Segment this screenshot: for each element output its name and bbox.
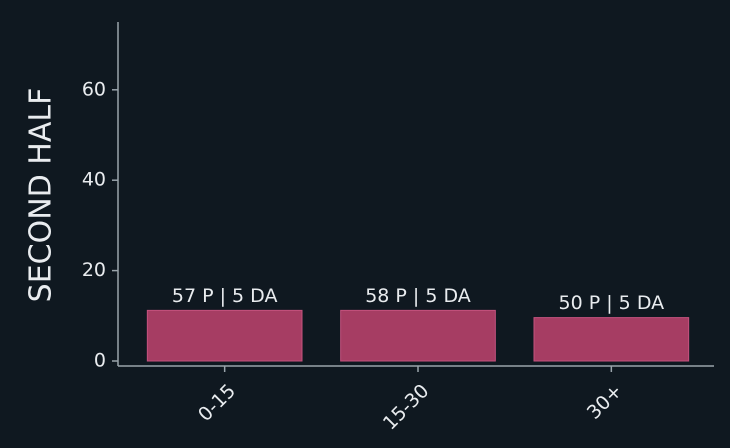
y-tick-label: 60 [82,78,106,100]
y-tick-label: 0 [94,350,106,372]
bar-label: 58 P | 5 DA [365,285,471,307]
bar [340,309,496,362]
y-tick-label: 20 [82,259,106,281]
y-tick-label: 40 [82,169,106,191]
bar [146,309,303,362]
bar [533,317,690,362]
bar-label: 57 P | 5 DA [172,285,278,307]
y-axis-label: SECOND HALF [24,88,59,303]
bar-label: 50 P | 5 DA [559,292,665,314]
